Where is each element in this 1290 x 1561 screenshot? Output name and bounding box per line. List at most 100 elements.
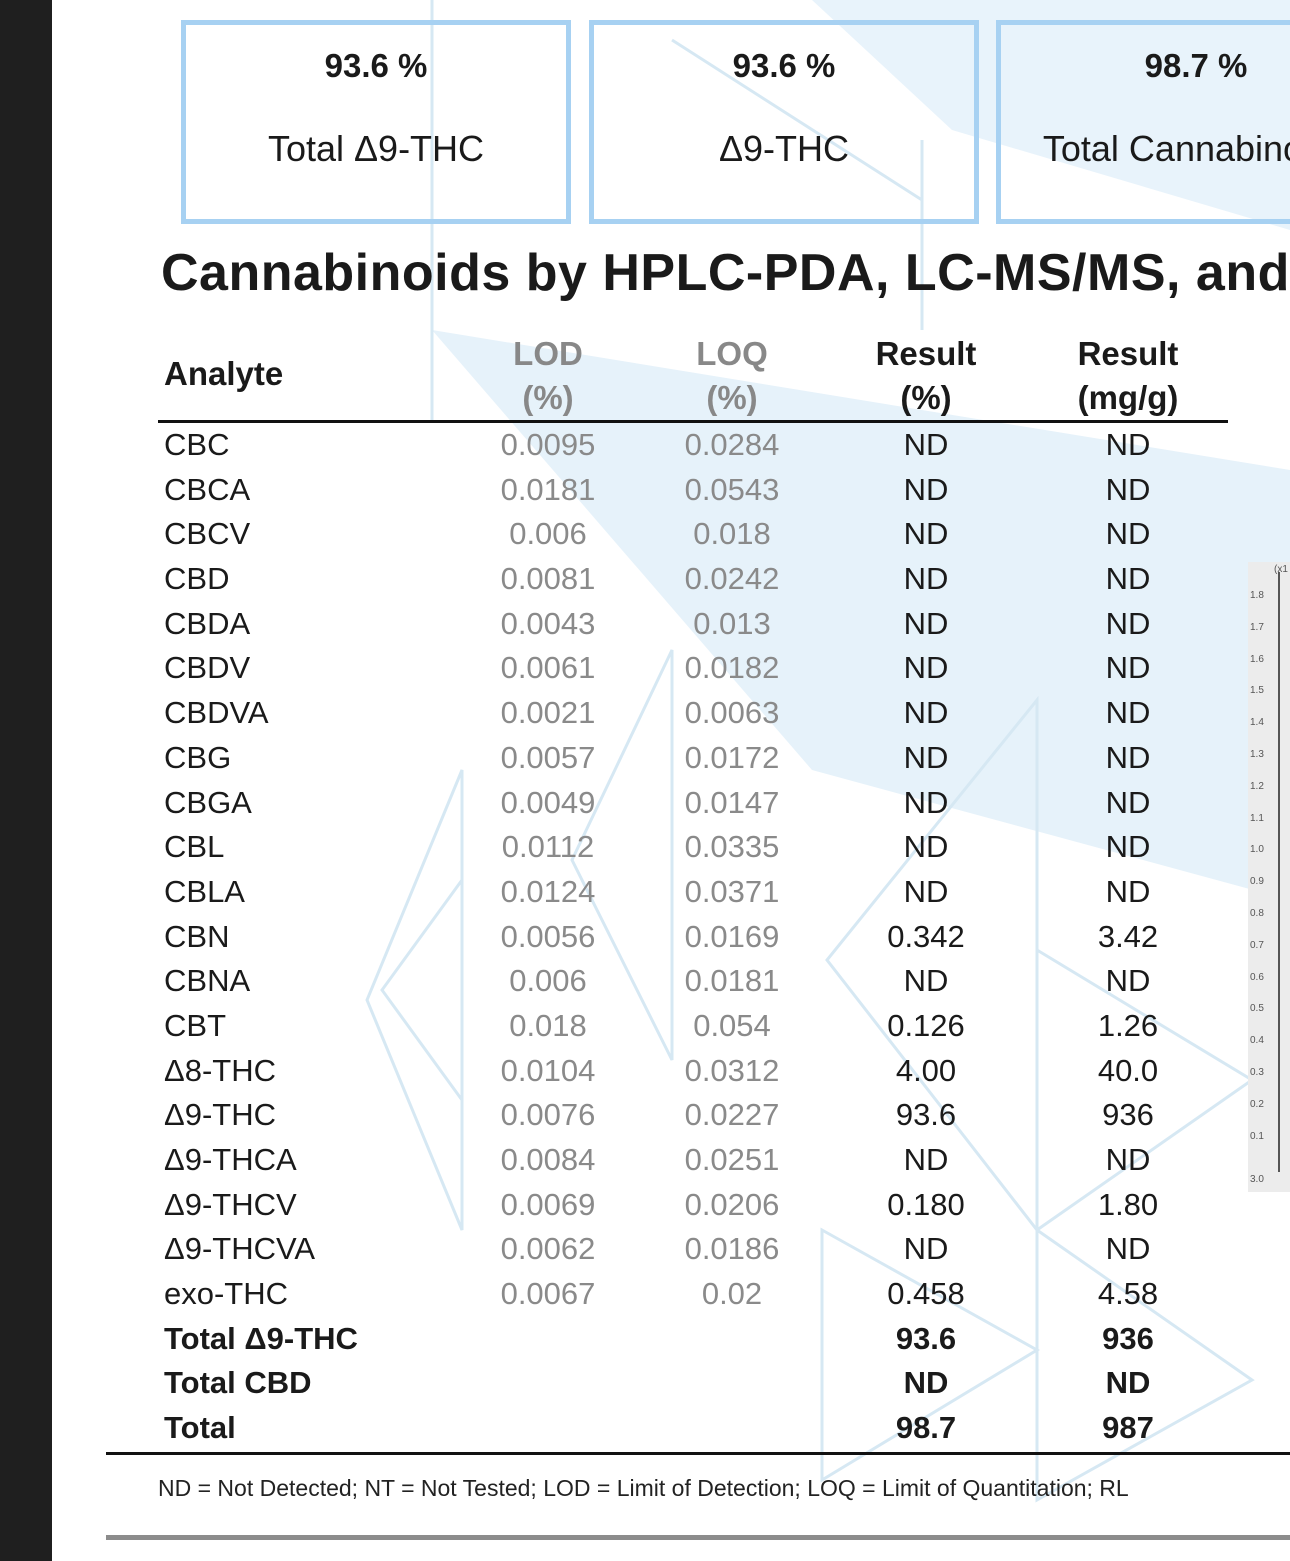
cell-result-mg-g: ND: [1105, 1365, 1151, 1401]
cell-analyte: CBDVA: [164, 695, 269, 731]
chart-tick-label: 0.3: [1250, 1067, 1264, 1078]
table-bottom-rule: [106, 1452, 1290, 1455]
cell-loq: 0.0251: [684, 1142, 780, 1177]
summary-card-total-d9-thc: 93.6 % Total Δ9-THC: [181, 20, 571, 224]
cell-result-mg-g: ND: [1105, 471, 1151, 507]
cell-result-mg-g: ND: [1105, 873, 1151, 909]
chart-tick-label: 1.4: [1250, 717, 1264, 729]
cell-lod: 0.0112: [501, 829, 595, 865]
total-row: Total 98.7 987: [158, 1406, 1228, 1451]
cell-loq: 0.0169: [684, 918, 780, 954]
card-value: 93.6 %: [324, 47, 428, 84]
cell-result-mg-g: 40.0: [1097, 1052, 1159, 1088]
cell-loq: 0.0206: [684, 1186, 780, 1222]
cell-result-mg-g: ND: [1105, 784, 1151, 820]
header-result-mg-g: Result (mg/g): [1077, 335, 1179, 416]
cell-lod: 0.0084: [500, 1142, 596, 1177]
cell-analyte: CBDA: [164, 605, 251, 641]
card-label: Total Cannabinoids: [1042, 128, 1290, 169]
card-value: 98.7 %: [1144, 47, 1248, 84]
cell-analyte: CBL: [164, 829, 225, 865]
table-row: Δ9-THC 0.0076 0.0227 93.6 936: [158, 1093, 1228, 1138]
card-label: Total Δ9-THC: [267, 128, 485, 169]
cell-lod: 0.0076: [500, 1097, 596, 1133]
table-row: CBDV 0.0061 0.0182 ND ND: [158, 646, 1228, 691]
cell-loq: 0.0181: [684, 963, 780, 999]
summary-card-total-cannabinoids: 98.7 % Total Cannabinoids: [996, 20, 1290, 224]
cell-analyte: Δ9-THCVA: [164, 1231, 316, 1267]
table-row: CBLA 0.0124 0.0371 ND ND: [158, 870, 1228, 915]
cell-analyte: Δ9-THCV: [164, 1186, 297, 1222]
cell-result-percent: ND: [903, 650, 949, 686]
coa-document-page: 93.6 % Total Δ9-THC 93.6 % Δ9-THC 98.7 %…: [52, 0, 1290, 1561]
chart-tick-label: (x1: [1274, 564, 1288, 575]
cell-result-mg-g: ND: [1105, 650, 1151, 686]
cell-analyte: CBCV: [164, 516, 251, 552]
cell-loq: 0.0371: [684, 873, 780, 909]
cell-result-mg-g: 936: [1102, 1320, 1154, 1356]
table-row: CBCA 0.0181 0.0543 ND ND: [158, 468, 1228, 513]
table-row: CBDVA 0.0021 0.0063 ND ND: [158, 691, 1228, 736]
cell-analyte: Δ8-THC: [164, 1052, 276, 1088]
cell-loq: 0.0186: [684, 1231, 780, 1267]
cell-loq: 0.0172: [684, 739, 780, 775]
cell-lod: 0.0181: [500, 471, 596, 507]
chart-tick-label: 1.1: [1250, 812, 1264, 824]
page-rule: [106, 1535, 1290, 1540]
header-loq: LOQ (%): [696, 335, 768, 416]
cell-loq: 0.0543: [684, 471, 780, 507]
cell-result-percent: 93.6: [895, 1097, 957, 1133]
chart-tick-label: 0.6: [1250, 971, 1264, 983]
card-value: 93.6 %: [732, 47, 836, 84]
cell-result-percent: 0.342: [887, 918, 965, 954]
table-row: Δ9-THCVA 0.0062 0.0186 ND ND: [158, 1227, 1228, 1272]
table-row: CBGA 0.0049 0.0147 ND ND: [158, 781, 1228, 826]
cell-result-percent: ND: [903, 516, 949, 552]
table-row: CBDA 0.0043 0.013 ND ND: [158, 602, 1228, 647]
cell-result-mg-g: ND: [1105, 829, 1151, 865]
cannabinoid-results-table: Analyte LOD (%) LOQ (%) Result (%) Result (m…: [158, 330, 1228, 1451]
cell-result-mg-g: 1.80: [1097, 1186, 1159, 1222]
table-header: Analyte LOD (%) LOQ (%) Result (%) Result (m…: [158, 330, 1228, 423]
chart-tick-label: 1.6: [1250, 653, 1264, 665]
cell-result-mg-g: 3.42: [1097, 918, 1159, 954]
table-row: CBG 0.0057 0.0172 ND ND: [158, 736, 1228, 781]
cell-analyte: Total Δ9-THC: [164, 1320, 358, 1356]
table-row: CBL 0.0112 0.0335 ND ND: [158, 825, 1228, 870]
table-row: Δ8-THC 0.0104 0.0312 4.00 40.0: [158, 1049, 1228, 1094]
cell-result-percent: ND: [903, 427, 949, 462]
cell-result-percent: 4.00: [895, 1052, 957, 1088]
table-row: exo-THC 0.0067 0.02 0.458 4.58: [158, 1272, 1228, 1317]
cell-lod: 0.0021: [500, 695, 596, 731]
cell-result-percent: 93.6: [895, 1320, 957, 1356]
cell-lod: 0.0061: [500, 650, 596, 686]
chart-tick-label: 1.8: [1250, 590, 1264, 601]
cell-result-percent: ND: [903, 695, 949, 731]
cell-lod: 0.0095: [500, 427, 596, 462]
cell-result-mg-g: ND: [1105, 739, 1151, 775]
cell-result-mg-g: ND: [1105, 427, 1151, 462]
section-heading: Cannabinoids by HPLC-PDA, LC-MS/MS, and: [161, 244, 1290, 302]
cell-result-percent: 98.7: [895, 1410, 957, 1446]
chart-tick-label: 3.0: [1250, 1174, 1264, 1185]
total-row: Total Δ9-THC 93.6 936: [158, 1317, 1228, 1362]
cell-loq: 0.0242: [684, 561, 780, 597]
table-row: CBD 0.0081 0.0242 ND ND: [158, 557, 1228, 602]
cell-loq: 0.054: [693, 1007, 771, 1043]
cell-analyte: CBDV: [164, 650, 251, 686]
cell-result-mg-g: ND: [1105, 516, 1151, 552]
chart-tick-label: 1.0: [1250, 844, 1264, 856]
table-row: CBNA 0.006 0.0181 ND ND: [158, 959, 1228, 1004]
cell-result-mg-g: ND: [1105, 1231, 1151, 1267]
cell-analyte: CBN: [164, 918, 230, 954]
cell-lod: 0.0069: [500, 1186, 596, 1222]
table-body: CBC 0.0095 0.0284 ND ND CBCA 0.0181 0.0543 ND ND C…: [158, 423, 1228, 1451]
chart-tick-label: 0.8: [1250, 908, 1264, 919]
cell-result-percent: ND: [903, 1365, 949, 1401]
chart-tick-label: 0.5: [1250, 1003, 1264, 1015]
cell-analyte: Δ9-THCA: [164, 1142, 297, 1177]
cell-lod: 0.0124: [500, 873, 596, 909]
cell-result-percent: ND: [903, 1142, 949, 1177]
table-row: CBCV 0.006 0.018 ND ND: [158, 512, 1228, 557]
cell-result-percent: ND: [903, 873, 949, 909]
